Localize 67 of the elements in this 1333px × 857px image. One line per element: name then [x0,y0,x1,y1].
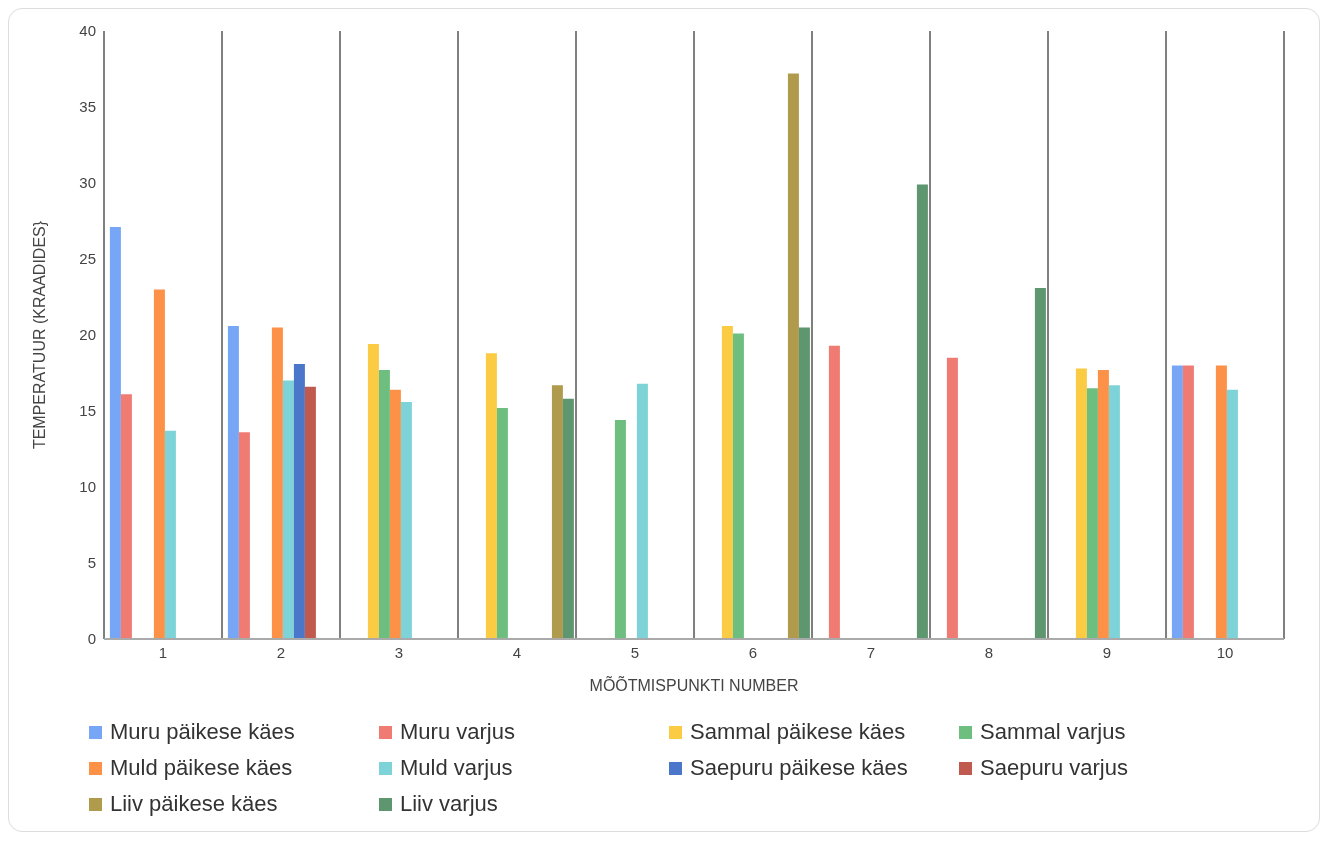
y-tick-label: 25 [79,250,96,268]
bar [227,325,239,639]
x-tick-label: 9 [1102,643,1112,661]
y-tick-label: 0 [87,630,96,648]
bar [1226,389,1238,639]
bar [787,73,799,639]
x-tick-label: 8 [984,643,994,661]
bar [389,389,401,639]
bar [238,432,250,639]
legend-label: Liiv päikese käes [110,791,278,817]
bar [153,289,165,639]
legend-label: Muld päikese käes [110,755,293,781]
bar [367,344,379,639]
bar [1108,385,1120,639]
bar [798,327,810,639]
bar [1086,388,1098,639]
bar [916,184,928,639]
x-tick-label: 4 [512,643,522,661]
bar [721,325,733,639]
bar [304,386,316,639]
bar [282,380,294,639]
legend-label: Muld varjus [400,755,513,781]
bar [164,430,176,639]
bar [946,357,958,639]
y-tick-label: 15 [79,402,96,420]
x-tick-label: 3 [394,643,404,661]
legend-label: Liiv varjus [400,791,498,817]
legend-label: Saepuru varjus [980,755,1128,781]
y-tick-label: 30 [79,174,96,192]
x-tick-label: 5 [630,643,640,661]
legend-label: Muru päikese käes [110,719,295,745]
x-tick-label: 2 [276,643,286,661]
bar [1034,287,1046,639]
x-tick-label: 10 [1216,643,1234,661]
legend-label: Saepuru päikese käes [690,755,908,781]
bar [1182,365,1194,639]
bar [378,369,390,639]
legend-label: Sammal päikese käes [690,719,906,745]
y-tick-label: 40 [79,22,96,40]
bar [1171,365,1183,639]
bar [614,420,626,639]
y-axis-title: TEMPERATUUR (KRAADIDES} [30,220,48,450]
bar [109,227,121,639]
bar [400,401,412,639]
legend-label: Sammal varjus [980,719,1126,745]
bar [562,398,574,639]
bar [1097,369,1109,639]
bar [1215,365,1227,639]
bar [293,363,305,639]
x-tick-label: 7 [866,643,876,661]
legend-label: Muru varjus [400,719,515,745]
bar [828,345,840,639]
bar [120,394,132,639]
y-tick-label: 10 [79,478,96,496]
bar [636,383,648,639]
bar [732,333,744,639]
bar [551,385,563,639]
bar [271,327,283,639]
bar [485,353,497,639]
bar [1075,368,1087,639]
x-tick-label: 1 [158,643,168,661]
y-tick-label: 35 [79,98,96,116]
y-tick-label: 5 [87,554,96,572]
y-tick-label: 20 [79,326,96,344]
x-axis-title: MÕÕTMISPUNKTI NUMBER [589,675,799,694]
x-tick-label: 6 [748,643,758,661]
bar [496,407,508,639]
